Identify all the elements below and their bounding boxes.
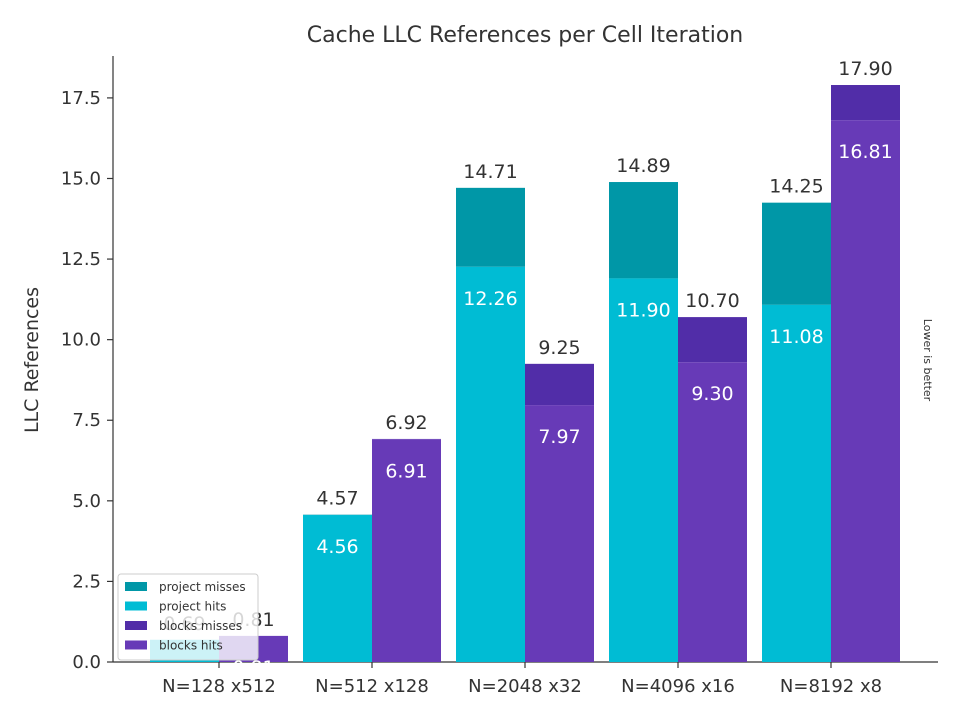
x-tick-label: N=8192 x8 [780,676,882,697]
project-hits-bar [456,266,525,662]
blocks-hits-bar [831,120,900,662]
blocks-total-label: 9.25 [538,337,580,359]
blocks-hits-label: 6.91 [385,460,427,482]
project-total-label: 14.25 [769,176,823,198]
y-tick-label: 2.5 [72,571,101,592]
plot-area: 0.0 2.5 5.0 7.5 10.0 12.5 15.0 17.5 N=128 x5120.… [61,56,938,697]
blocks-total-label: 10.70 [685,290,739,312]
y-tick-label: 7.5 [72,410,101,431]
blocks-misses-bar [525,363,594,406]
x-tick-label: N=128 x512 [162,676,276,697]
project-hits-label: 11.08 [769,326,823,348]
project-hits-label: 0.69 [163,661,205,683]
project-hits-label: 12.26 [463,288,517,310]
project-misses-bar [456,187,525,267]
blocks-hits-bar [525,405,594,662]
legend-box [117,573,259,661]
project-hits-label: 4.56 [316,536,358,558]
legend-swatch [125,601,147,611]
blocks-hits-label: 16.81 [838,141,892,163]
legend-label: blocks hits [159,639,223,653]
project-misses-bar [609,182,678,279]
blocks-misses-bar [831,85,900,121]
chart-title: Cache LLC References per Cell Iteration [307,23,744,48]
lower-is-better-note: Lower is better [921,319,934,402]
blocks-hits-label: 9.30 [691,383,733,405]
y-axis-label: LLC References [21,287,43,433]
blocks-misses-bar [678,317,747,363]
project-hits-bar [303,515,372,662]
y-tick-label: 17.5 [61,88,101,109]
y-tick-label: 5.0 [72,491,101,512]
x-tick-label: N=512 x128 [315,676,429,697]
project-total-label: 14.71 [463,161,517,183]
legend-label: project misses [159,580,246,594]
project-total-label: 4.57 [316,488,358,510]
y-tick-label: 10.0 [61,330,101,351]
blocks-hits-label: 7.97 [538,426,580,448]
blocks-hits-label: 0.81 [232,657,274,679]
legend-swatch [125,621,147,630]
legend-label: blocks misses [159,619,242,633]
project-hits-bar [762,304,831,662]
project-hits-label: 11.90 [616,299,670,321]
blocks-hits-bar [678,362,747,662]
blocks-total-label: 17.90 [838,58,892,80]
legend-label: project hits [159,600,226,614]
y-tick-label: 0.0 [72,652,101,673]
x-tick-label: N=4096 x16 [621,676,735,697]
y-tick-label: 15.0 [61,168,101,189]
y-tick-label: 12.5 [61,249,101,270]
project-misses-bar [762,202,831,305]
blocks-hits-bar [372,439,441,662]
project-hits-bar [609,278,678,662]
blocks-total-label: 6.92 [385,412,427,434]
legend-swatch [125,640,147,650]
legend-swatch [125,582,147,591]
project-total-label: 14.89 [616,155,670,177]
x-tick-label: N=2048 x32 [468,676,582,697]
